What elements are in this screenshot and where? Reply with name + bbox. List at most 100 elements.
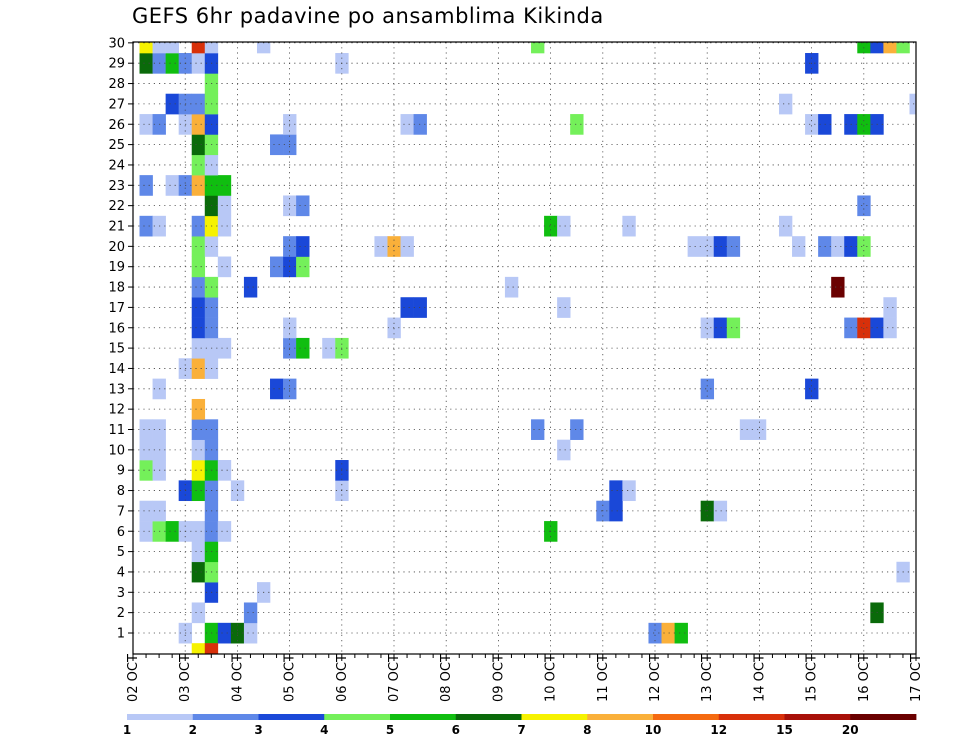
heatmap-cell	[296, 236, 310, 257]
heatmap-cell	[831, 236, 845, 257]
heatmap-cell	[191, 256, 206, 278]
heatmap-cell	[191, 602, 206, 624]
heatmap-cell	[217, 622, 232, 644]
heatmap-cell	[778, 93, 793, 115]
heatmap-cell	[883, 297, 897, 318]
heatmap-cell	[191, 42, 206, 54]
heatmap-cell	[270, 378, 284, 400]
y-tick-label: 9	[117, 464, 125, 479]
heatmap-cell	[191, 480, 206, 502]
heatmap-cell	[557, 439, 571, 461]
heatmap-cell	[857, 195, 871, 217]
heatmap-cell	[191, 297, 206, 318]
x-tick-label: 14 OCT	[752, 654, 767, 702]
heatmap-cell	[413, 297, 427, 318]
heatmap-cell	[217, 256, 232, 278]
chart-title: GEFS 6hr padavine po ansamblima Kikinda	[132, 4, 604, 28]
colorbar-label: 4	[320, 723, 328, 737]
heatmap-cell	[191, 541, 206, 563]
colorbar-segment	[850, 714, 917, 720]
y-tick-label: 4	[117, 565, 125, 580]
y-tick-label: 16	[108, 321, 125, 336]
heatmap-cell	[256, 42, 271, 54]
y-tick-label: 29	[108, 57, 125, 72]
heatmap-cell	[674, 622, 688, 644]
heatmap-cell	[504, 276, 519, 298]
heatmap-cell	[609, 480, 623, 502]
colorbar-segment	[192, 714, 259, 720]
heatmap-cell	[191, 53, 206, 74]
y-tick-label: 12	[108, 403, 125, 418]
heatmap-cell	[544, 215, 558, 237]
colorbar-segment	[653, 714, 720, 720]
y-tick-label: 3	[117, 586, 125, 601]
x-tick-label: 16 OCT	[857, 654, 872, 702]
heatmap-cell	[622, 480, 636, 502]
heatmap-cell	[139, 215, 153, 237]
y-tick-label: 22	[108, 199, 125, 214]
y-tick-label: 11	[108, 423, 125, 438]
colorbar-label: 15	[776, 723, 793, 737]
heatmap-cell	[191, 358, 206, 379]
heatmap-cell	[191, 419, 206, 440]
heatmap-cell	[713, 500, 728, 522]
colorbar-segment	[258, 714, 325, 720]
y-tick-label: 6	[117, 525, 125, 540]
heatmap-cell	[191, 439, 206, 461]
colorbar-label: 7	[517, 723, 525, 737]
y-tick-label: 2	[117, 606, 125, 621]
colorbar-label: 6	[452, 723, 460, 737]
y-tick-label: 20	[108, 240, 125, 255]
heatmap-cell	[805, 378, 819, 400]
heatmap-cell	[217, 175, 232, 196]
heatmap-cell	[857, 236, 871, 257]
heatmap-cell	[165, 42, 179, 54]
heatmap-cell	[243, 276, 258, 298]
heatmap-cell	[165, 93, 179, 115]
heatmap-cell	[139, 53, 153, 74]
heatmap-cell	[609, 500, 623, 522]
heatmap-cell	[217, 337, 232, 359]
x-tick-label: 02 OCT	[126, 654, 141, 702]
y-tick-label: 25	[108, 138, 125, 153]
heatmap-cell	[909, 93, 917, 115]
heatmap-cell	[296, 195, 310, 217]
y-tick-label: 30	[108, 36, 125, 51]
heatmap-cell	[217, 521, 232, 542]
heatmap-cell	[270, 256, 284, 278]
heatmap-cell	[883, 42, 897, 54]
x-tick-label: 04 OCT	[230, 654, 245, 702]
heatmap-cell	[191, 93, 206, 115]
heatmap-cell	[648, 622, 662, 644]
x-tick-label: 15 OCT	[805, 654, 820, 702]
heatmap-cell	[374, 236, 388, 257]
heatmap-cell	[531, 42, 545, 54]
heatmap-cell	[687, 236, 701, 257]
heatmap-cell	[857, 317, 871, 339]
heatmap-cell	[296, 337, 310, 359]
y-tick-label: 13	[108, 382, 125, 397]
heatmap-cell	[243, 602, 258, 624]
heatmap-cell	[557, 297, 571, 318]
heatmap-cell	[700, 236, 715, 257]
heatmap-cell	[139, 460, 153, 481]
colorbar-segment	[390, 714, 457, 720]
colorbar-segment	[718, 714, 785, 720]
x-tick-label: 10 OCT	[544, 654, 559, 702]
heatmap-cell	[400, 236, 414, 257]
heatmap-cell	[531, 419, 545, 440]
heatmap-cell	[191, 154, 206, 176]
colorbar-segment	[784, 714, 851, 720]
heatmap-cell	[139, 439, 153, 461]
heatmap-cell	[726, 317, 741, 339]
heatmap-cell	[191, 215, 206, 237]
heatmap-cell	[726, 236, 741, 257]
heatmap-cell	[191, 460, 206, 481]
heatmap-cell	[139, 175, 153, 196]
x-tick-label: 17 OCT	[909, 654, 924, 702]
y-tick-label: 15	[108, 342, 125, 357]
heatmap-cell	[243, 622, 258, 644]
heatmap-cell	[191, 317, 206, 339]
heatmap-cell	[622, 215, 636, 237]
